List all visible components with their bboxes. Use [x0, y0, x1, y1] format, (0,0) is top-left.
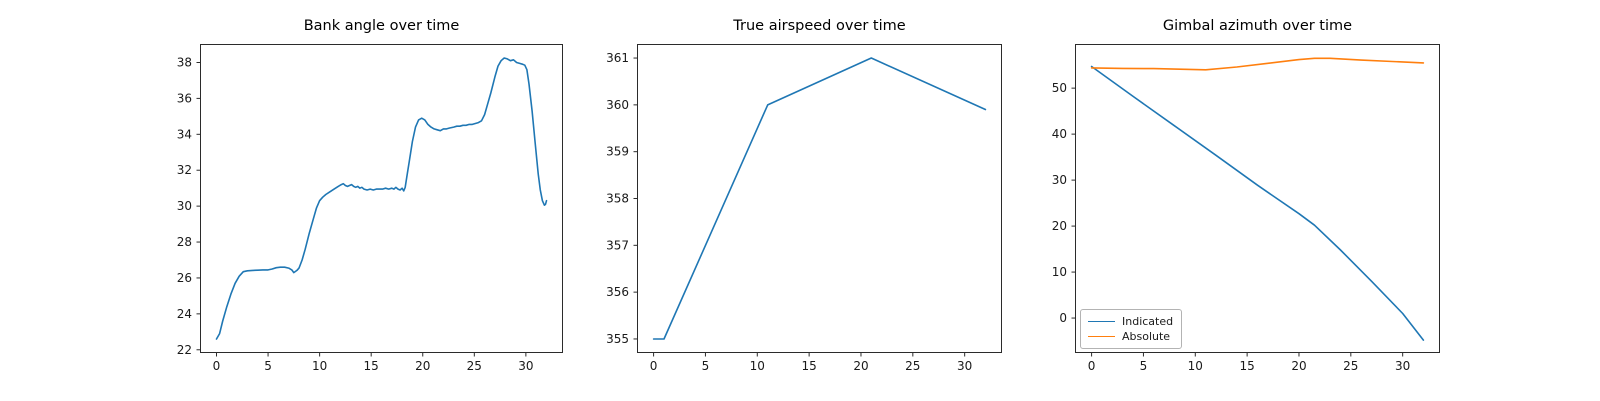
- x-tick-label: 10: [750, 359, 765, 373]
- plot-area-true-airspeed: 0 5 10 15 20 25 30 355 356 357 358 359 360 361: [606, 44, 1002, 373]
- plot-title: Bank angle over time: [303, 18, 460, 34]
- y-tick-label: 359: [606, 145, 629, 159]
- x-tick-label: 10: [312, 359, 327, 373]
- x-tick-label: 5: [1140, 359, 1148, 373]
- series-line-true-airspeed: [652, 57, 987, 340]
- legend-line-sample-orange: [1088, 336, 1115, 337]
- y-tick-label: 30: [177, 199, 192, 213]
- plot-area-bank-angle: 0 5 10 15 20 25 30 22 24 26 28 30 32 34 36 38: [177, 44, 563, 373]
- y-tick-label: 358: [606, 192, 629, 206]
- y-tick-label: 30: [1052, 173, 1067, 187]
- x-tick-label: 0: [213, 359, 221, 373]
- x-tick-label: 0: [1088, 359, 1096, 373]
- legend-label: Indicated: [1122, 315, 1174, 328]
- subplot-true-airspeed: True airspeed over time 0 5 10 15 20 25 30 355 3…: [606, 18, 1002, 373]
- plot-area-gimbal-azimuth: 0 5 10 15 20 25 30 0 10 20 30 40 50: [1052, 44, 1440, 373]
- x-tick-label: 30: [957, 359, 972, 373]
- subplot-gimbal-azimuth: Gimbal azimuth over time 0 5 10 15 20 25 30 0 10…: [1052, 18, 1440, 373]
- axes-spines: [200, 44, 563, 353]
- y-tick-label: 356: [606, 285, 629, 299]
- x-tick-label: 5: [702, 359, 710, 373]
- x-tick-label: 30: [518, 359, 533, 373]
- y-tick-label: 355: [606, 332, 629, 346]
- y-tick-label: 32: [177, 163, 192, 177]
- y-tick-label: 34: [177, 127, 192, 141]
- x-tick-label: 20: [1291, 359, 1306, 373]
- x-tick-label: 10: [1188, 359, 1203, 373]
- plot-title: True airspeed over time: [733, 18, 906, 34]
- x-tick-label: 30: [1395, 359, 1410, 373]
- x-tick-label: 5: [264, 359, 272, 373]
- x-tick-label: 0: [650, 359, 658, 373]
- subplot-bank-angle: Bank angle over time 0 5 10 15 20 25 30 22 24 26 2…: [177, 18, 563, 373]
- x-tick-label: 25: [1343, 359, 1358, 373]
- y-tick-label: 0: [1059, 311, 1067, 325]
- y-tick-label: 50: [1052, 81, 1067, 95]
- y-tick-label: 38: [177, 55, 192, 69]
- series-line-absolute: [1090, 57, 1425, 71]
- axes-spines: [1075, 44, 1440, 353]
- x-tick-label: 15: [364, 359, 379, 373]
- x-tick-label: 20: [853, 359, 868, 373]
- legend-line-sample-blue: [1088, 321, 1115, 322]
- y-tick-label: 24: [177, 307, 192, 321]
- series-line-indicated: [1090, 65, 1425, 341]
- x-tick-label: 25: [467, 359, 482, 373]
- y-tick-label: 361: [606, 51, 629, 65]
- y-tick-label: 28: [177, 235, 192, 249]
- y-tick-label: 357: [606, 238, 629, 252]
- plot-title: Gimbal azimuth over time: [1162, 18, 1353, 34]
- legend-label: Absolute: [1122, 330, 1171, 343]
- y-tick-label: 22: [177, 343, 192, 357]
- y-tick-label: 36: [177, 91, 192, 105]
- y-tick-label: 20: [1052, 219, 1067, 233]
- legend: Indicated Absolute: [1080, 309, 1183, 349]
- y-tick-label: 360: [606, 98, 629, 112]
- legend-entry-indicated: Indicated: [1088, 314, 1173, 329]
- y-tick-label: 26: [177, 271, 192, 285]
- y-tick-label: 40: [1052, 127, 1067, 141]
- legend-entry-absolute: Absolute: [1088, 329, 1173, 344]
- x-tick-label: 15: [801, 359, 816, 373]
- y-tick-label: 10: [1052, 265, 1067, 279]
- x-tick-label: 15: [1239, 359, 1254, 373]
- axes-spines: [637, 44, 1002, 353]
- x-tick-label: 25: [905, 359, 920, 373]
- series-line-bank-angle: [215, 57, 548, 340]
- x-tick-label: 20: [415, 359, 430, 373]
